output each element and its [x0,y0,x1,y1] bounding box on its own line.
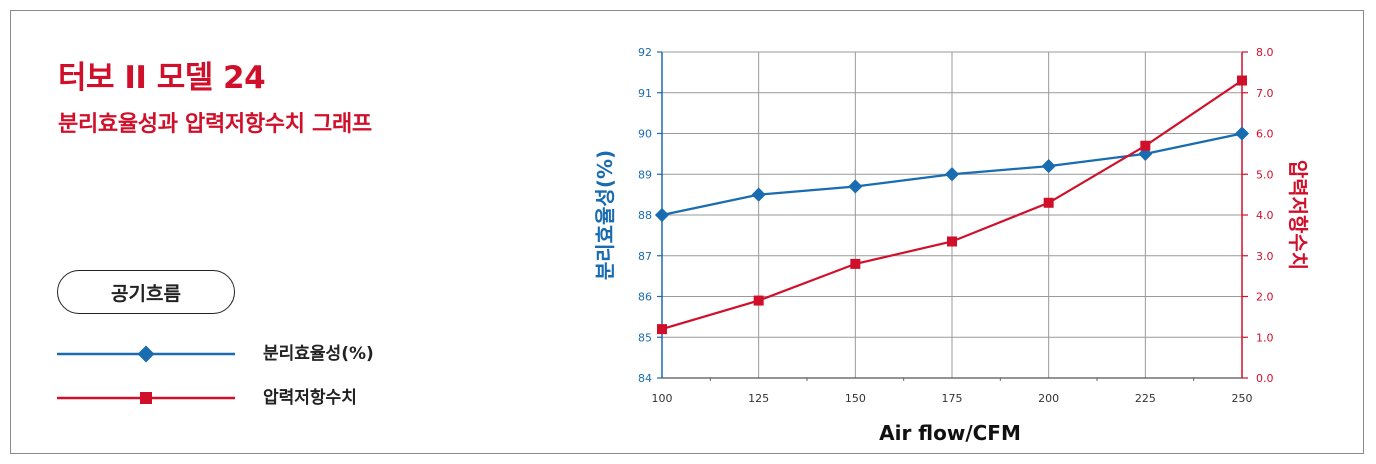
y-right-tick-label: 7.0 [1256,87,1274,100]
airflow-pill-label: 공기흐름 [111,282,181,305]
chart-series [654,75,1250,335]
y-right-tick-label: 6.0 [1256,128,1274,141]
x-tick-label: 175 [942,392,963,405]
efficiency-point [751,187,766,202]
efficiency-point [1041,159,1056,174]
y-right-tick-label: 2.0 [1256,291,1274,304]
efficiency-point [848,179,863,194]
y-left-tick-label: 85 [638,331,652,344]
pressure-point [1043,197,1054,208]
x-tick-label: 225 [1135,392,1156,405]
y-right-tick-label: 0.0 [1256,372,1274,385]
x-tick-label: 200 [1038,392,1059,405]
y-axis-left-title: 분리효율성(%) [593,150,617,280]
x-axis-title: Air flow/CFM [879,421,1021,445]
efficiency-point [1234,126,1250,141]
airflow-pill: 공기흐름 [57,270,235,314]
y-left-tick-label: 84 [638,372,652,385]
efficiency-point [944,167,960,182]
x-tick-label: 100 [652,392,673,405]
x-tick-label: 125 [748,392,769,405]
x-tick-label: 150 [845,392,866,405]
legend-efficiency-label: 분리효율성(%) [263,344,374,364]
y-axis-right-title: 압력저항수치 [1286,160,1310,270]
legend-efficiency-swatch [57,345,235,363]
y-right-tick-label: 8.0 [1256,46,1274,59]
x-tick-label: 250 [1232,392,1253,405]
y-right-tick-label: 4.0 [1256,209,1274,222]
y-left-tick-label: 92 [638,46,652,59]
legend-pressure-label: 압력저항수치 [263,388,357,408]
square-marker-icon [140,392,152,404]
pressure-point [1140,140,1151,151]
legend-item-pressure: 압력저항수치 [57,386,397,410]
pressure-point [947,236,957,247]
y-left-tick-label: 87 [638,250,652,263]
legend-pressure-swatch [57,392,235,404]
chart-grid [661,51,1243,379]
figure-frame [10,10,1364,454]
legend-item-efficiency: 분리효율성(%) [57,342,397,366]
pressure-point [657,324,667,335]
page-subtitle: 분리효율성과 압력저항수치 그래프 [58,112,372,137]
y-left-tick-label: 86 [638,291,652,304]
chart-axes: 84 85 86 87 88 89 90 91 92 0.0 1.0 2.0 3.0 4.0 5.0 6.0 7… [638,46,1274,405]
y-left-tick-label: 88 [638,209,652,222]
y-right-tick-label: 5.0 [1256,168,1274,181]
y-left-tick-label: 89 [638,168,652,181]
y-left-tick-label: 91 [638,87,652,100]
efficiency-point [654,207,670,223]
pressure-point [850,258,861,269]
pressure-point [1237,75,1247,86]
pressure-point [753,295,764,306]
y-left-tick-label: 90 [638,128,652,141]
page-title: 터보 II 모델 24 [58,60,266,96]
y-right-tick-label: 1.0 [1256,331,1274,344]
y-right-tick-label: 3.0 [1256,250,1274,263]
